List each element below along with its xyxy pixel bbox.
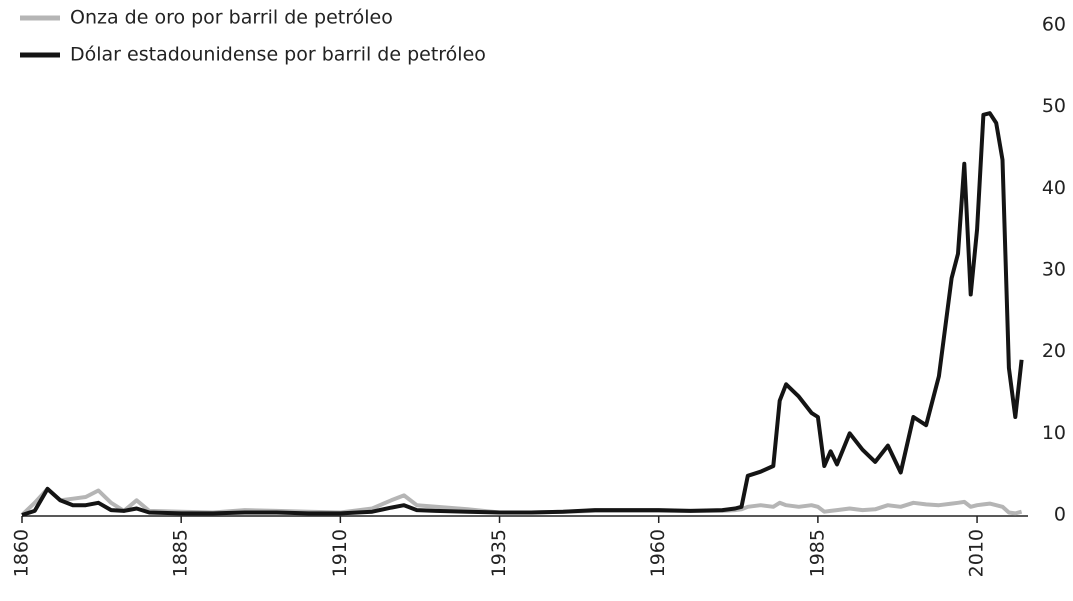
y-tick-label: 30 xyxy=(1042,259,1066,281)
line-series xyxy=(21,111,1024,517)
x-tick-label: 1935 xyxy=(488,529,510,577)
x-tick-label: 1910 xyxy=(329,529,351,577)
x-tick-label: 1985 xyxy=(806,529,828,577)
y-tick-label: 10 xyxy=(1042,422,1066,444)
legend-label: Onza de oro por barril de petróleo xyxy=(70,7,393,29)
y-tick-label: 60 xyxy=(1042,14,1066,36)
x-tick-label: 1960 xyxy=(647,529,669,577)
x-tick-label: 2010 xyxy=(966,529,988,577)
x-tick-label: 1860 xyxy=(11,529,33,577)
y-tick-label: 20 xyxy=(1042,340,1066,362)
y-tick-label: 40 xyxy=(1042,177,1066,199)
y-tick-label: 50 xyxy=(1042,95,1066,117)
x-tick-label: 1885 xyxy=(170,529,192,577)
y-tick-label: 0 xyxy=(1054,504,1066,526)
legend-label: Dólar estadounidense por barril de petró… xyxy=(70,44,486,66)
